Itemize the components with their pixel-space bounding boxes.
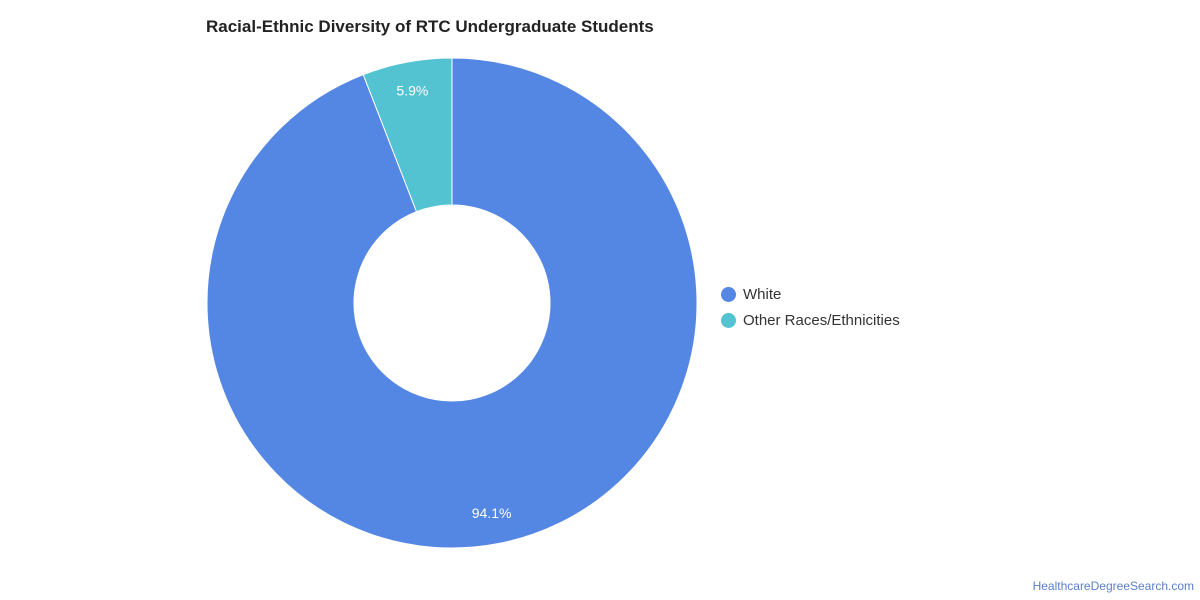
slices-group — [206, 57, 698, 549]
legend-swatch-other-races — [721, 312, 736, 328]
source-link[interactable]: HealthcareDegreeSearch.com — [1032, 579, 1194, 593]
data-labels-group: 94.1% 5.9% — [396, 82, 511, 521]
legend-label-other-races: Other Races/Ethnicities — [743, 311, 900, 329]
legend-label-white: White — [743, 285, 782, 303]
slice-white[interactable] — [206, 57, 698, 549]
slice-other-races-ethnicities[interactable] — [362, 57, 453, 213]
legend-item-other-races[interactable]: Other Races/Ethnicities — [721, 307, 900, 333]
legend: White Other Races/Ethnicities — [721, 281, 900, 333]
legend-swatch-white — [721, 286, 736, 302]
legend-item-white[interactable]: White — [721, 281, 900, 307]
data-label-other-races-ethnicities: 5.9% — [396, 82, 428, 98]
data-label-white: 94.1% — [472, 505, 512, 521]
chart-title: Racial-Ethnic Diversity of RTC Undergrad… — [206, 17, 654, 36]
